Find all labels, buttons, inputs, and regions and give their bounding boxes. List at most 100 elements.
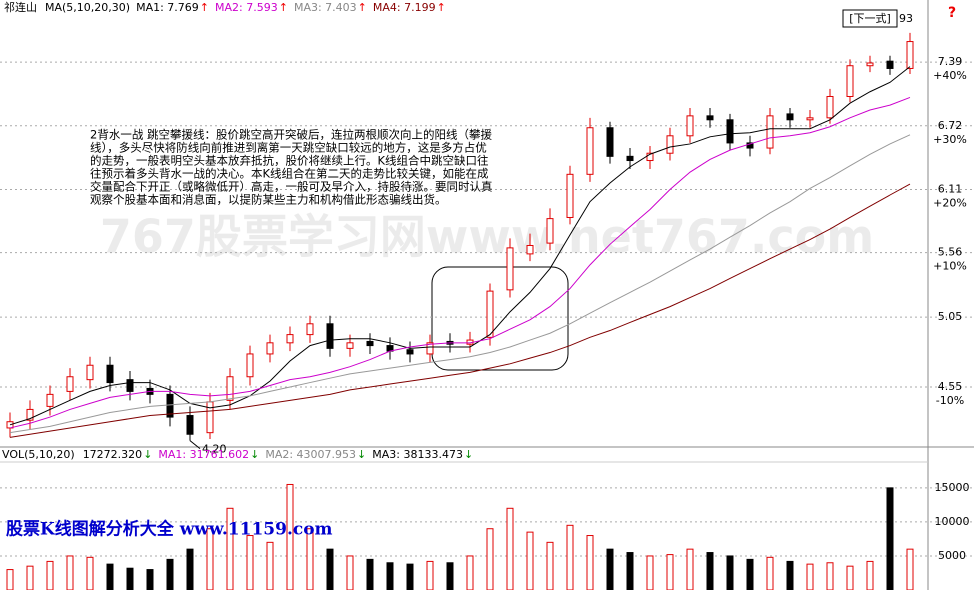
volume-bar: [846, 565, 854, 590]
y-tick-label: 5.56: [938, 246, 963, 259]
annotation-line: 交量配合下开正（或略微低开）高走，一般可及早介入，持股待涨。要同时认真: [90, 180, 493, 194]
y-tick-label: 7.39: [938, 55, 963, 68]
volume-bar: [126, 567, 134, 590]
volume-bar: [186, 548, 194, 590]
volume-bar: [826, 562, 834, 590]
candle-body: [246, 353, 254, 378]
volume-bar: [626, 552, 634, 590]
y-tick-label: 5.05: [938, 310, 963, 323]
volume-bar: [26, 565, 34, 590]
volume-arrow: ↓: [250, 448, 259, 461]
candle-body: [526, 244, 534, 255]
low-label: 4.20: [202, 443, 227, 456]
candle-body: [26, 408, 34, 421]
candle-body: [426, 342, 434, 355]
candle-body: [726, 119, 734, 144]
volume-bar: [6, 569, 14, 590]
volume-bar: [166, 558, 174, 590]
candle-body: [226, 376, 234, 401]
volume-bar: [606, 548, 614, 590]
candle-body: [626, 155, 634, 162]
ma-arrow: ↑: [358, 1, 367, 14]
annotation-line: 的走势，一般表明空头基本放弃抵抗，股价将继续上行。K线组合中跳空缺口往: [90, 154, 489, 168]
volume-bar: [586, 535, 594, 590]
volume-bar: [786, 560, 794, 590]
ma-arrow: ↑: [200, 1, 209, 14]
ma-line: [9, 96, 911, 429]
pct-tick-label: +10%: [933, 260, 967, 273]
volume-title: VOL(5,10,20): [2, 448, 75, 461]
candle-body: [406, 349, 414, 355]
annotation-line: 2背水一战 跳空攀援线：股价跳空高开突破后，连拉两根顺次向上的阳线（攀援: [90, 128, 492, 142]
volume-bar: [66, 555, 74, 590]
candle-body: [346, 342, 354, 349]
ma-value: MA4: 7.199: [373, 1, 436, 14]
footer-text: 股票K线图解分析大全 www.11159.com: [6, 519, 333, 540]
highlight-box: [431, 266, 569, 371]
pct-tick-label: +40%: [933, 69, 967, 82]
volume-bar: [526, 531, 534, 590]
ma-line: [9, 134, 911, 434]
volume-bar: [366, 558, 374, 590]
volume-bar: [726, 555, 734, 590]
y-tick-label: 6.72: [938, 119, 963, 132]
volume-bar: [146, 569, 154, 590]
watermark: 767股票学习网www.net767.com: [100, 210, 874, 264]
candle-body: [506, 247, 514, 291]
volume-bar: [326, 548, 334, 590]
candle-body: [546, 218, 554, 244]
volume-bar: [346, 555, 354, 590]
candle-body: [206, 401, 214, 434]
volume-bar: [86, 556, 94, 590]
candle-body: [286, 334, 294, 344]
next-button-frame[interactable]: [842, 9, 898, 28]
candle-body: [606, 127, 614, 157]
ma-value: MA1: 7.769: [136, 1, 199, 14]
stock-name: 祁连山: [4, 0, 37, 14]
candle-body: [906, 41, 914, 69]
volume-bar: [486, 528, 494, 590]
candle-body: [326, 323, 334, 349]
candle-body: [486, 290, 494, 338]
y-tick-label: 6.11: [938, 182, 963, 195]
candle-body: [806, 117, 814, 121]
candle-body: [586, 127, 594, 175]
candle-body: [686, 115, 694, 137]
candle-body: [86, 364, 94, 381]
candle-body: [366, 340, 374, 347]
annotation-line: 观察个股基本面和消息面，以提防某些主力和机构借此形态骗线出货。: [90, 193, 447, 207]
candle-body: [786, 113, 794, 121]
volume-bar: [466, 555, 474, 590]
volume-bar: [566, 524, 574, 590]
candle-body: [46, 393, 54, 407]
volume-bar: [446, 562, 454, 590]
candle-body: [186, 415, 194, 435]
volume-bar: [886, 487, 894, 590]
candle-body: [646, 152, 654, 162]
ma-arrow: ↑: [437, 1, 446, 14]
volume-bar: [746, 558, 754, 590]
volume-bar: [106, 563, 114, 590]
volume-bar: [766, 556, 774, 590]
volume-bar: [406, 563, 414, 590]
help-icon[interactable]: ?: [948, 5, 956, 21]
volume-value: MA1: 31761.602: [158, 448, 249, 461]
ma-value: MA2: 7.593: [215, 1, 278, 14]
candle-body: [866, 62, 874, 67]
volume-bar: [646, 555, 654, 590]
volume-bar: [246, 535, 254, 590]
candle-body: [306, 323, 314, 336]
candle-body: [266, 342, 274, 355]
ma-arrow: ↑: [279, 1, 288, 14]
volume-bar: [426, 560, 434, 590]
volume-bar: [506, 507, 514, 590]
y-tick-label: 10000: [935, 515, 970, 528]
y-tick-label: 15000: [935, 481, 970, 494]
pct-tick-label: +30%: [933, 133, 967, 146]
volume-bar: [866, 560, 874, 590]
candle-body: [106, 364, 114, 384]
next-button[interactable]: [下一式]: [849, 12, 891, 25]
ma-params: MA(5,10,20,30): [45, 1, 130, 14]
y-tick-label: 5000: [938, 549, 966, 562]
